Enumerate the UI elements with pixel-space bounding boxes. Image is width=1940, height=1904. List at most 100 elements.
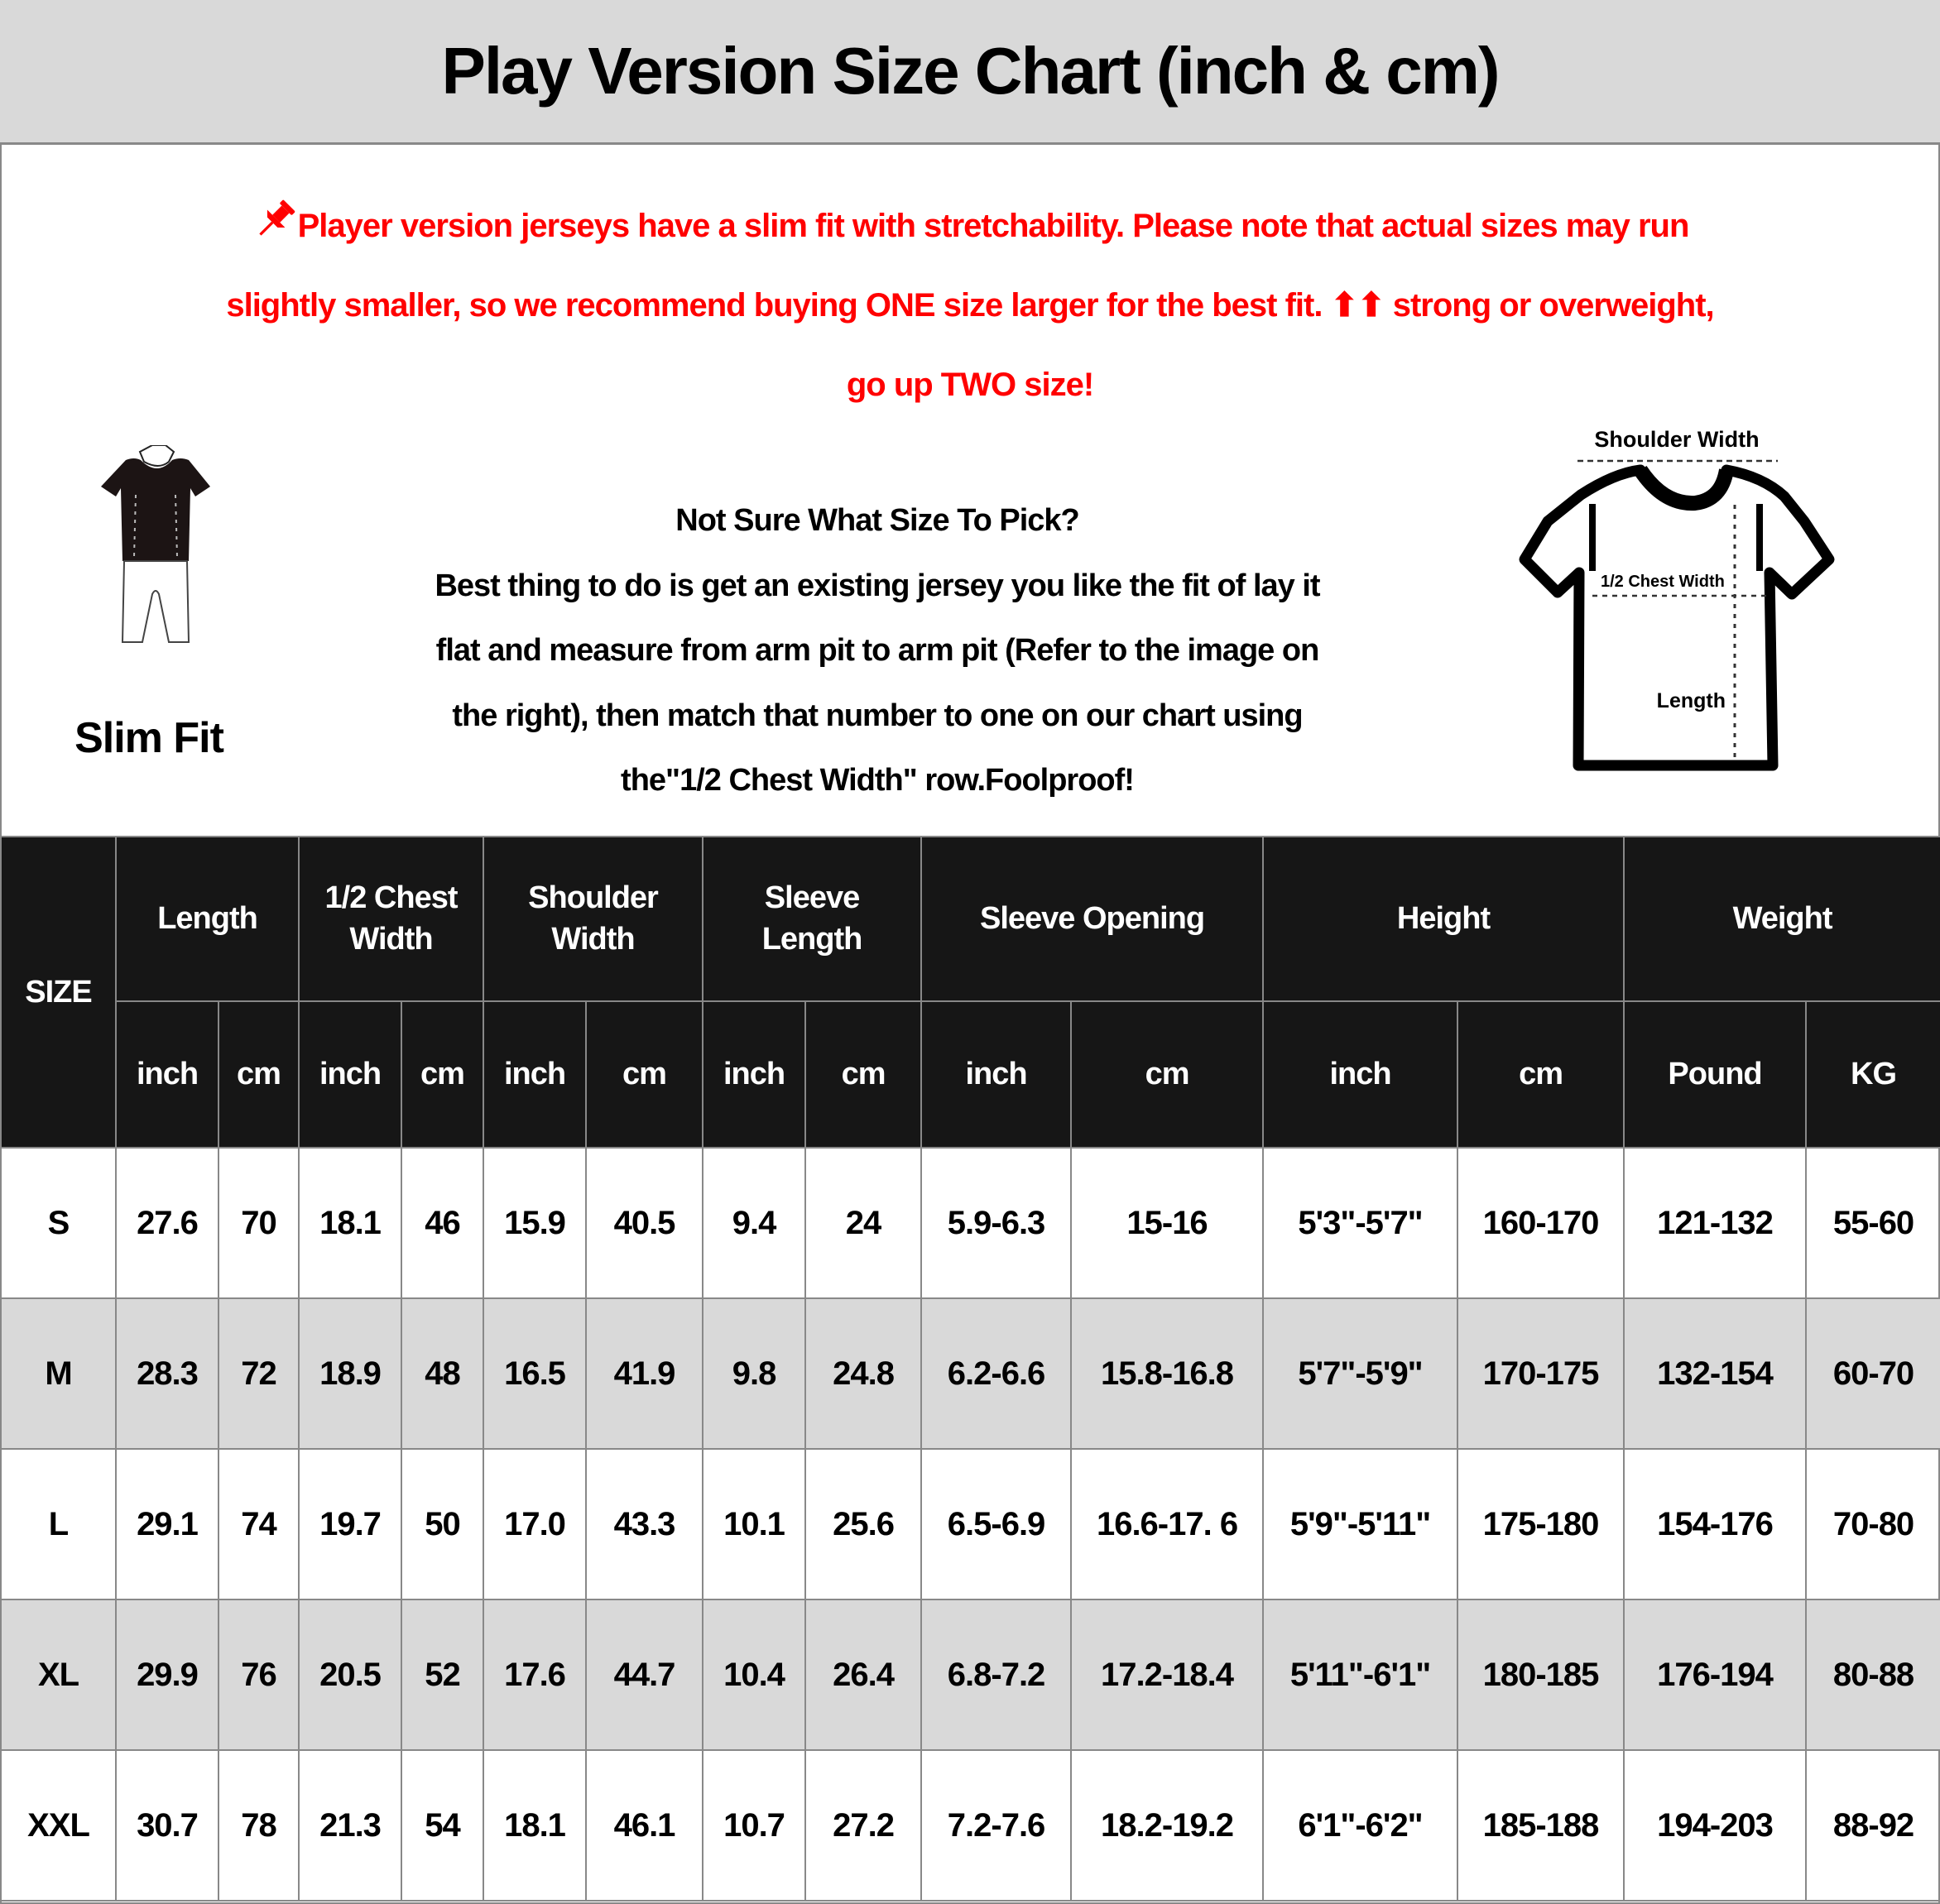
cell-value: 10.7: [723, 1806, 785, 1844]
column-group-header: Sleeve Opening: [920, 836, 1265, 1002]
table-cell: 50: [401, 1448, 485, 1600]
table-cell: 5'3"-5'7": [1262, 1147, 1459, 1299]
notice-line: Player version jerseys have a slim fit w…: [8, 186, 1932, 266]
column-group-header: Weight: [1623, 836, 1940, 1002]
header-line: Width: [300, 919, 483, 960]
table-cell: 26.4: [804, 1599, 923, 1751]
cell-value: 28.3: [137, 1355, 199, 1392]
table-cell: 76: [217, 1599, 300, 1751]
table-cell: 20.5: [298, 1599, 403, 1751]
column-group-label: Height: [1396, 900, 1491, 936]
cell-value: 17.6: [504, 1656, 566, 1693]
cell-value: 18.2-19.2: [1101, 1806, 1234, 1844]
cell-value: 27.2: [833, 1806, 895, 1844]
cell-value: 55-60: [1832, 1204, 1914, 1241]
table-cell: 18.9: [298, 1297, 403, 1450]
slim-fit-text: Slim Fit: [74, 714, 224, 762]
header-row-groups: SIZE Length 1/2 Chest Width Shoulder Width Sle…: [0, 836, 1940, 1149]
unit-label: inch: [965, 1057, 1027, 1091]
unit-label: cm: [1145, 1057, 1190, 1091]
cell-value: 27.6: [137, 1204, 199, 1241]
unit-header: cm: [804, 1000, 923, 1149]
column-group-label: Length: [761, 921, 863, 957]
cell-value: 20.5: [319, 1656, 382, 1693]
table-cell: 170-175: [1457, 1297, 1625, 1450]
table-cell: 15.9: [483, 1147, 588, 1299]
table-cell: 132-154: [1623, 1297, 1808, 1450]
tshirt-measure-icon: Shoulder Width 1/2 Chest Width Length: [1519, 427, 1835, 771]
header-line: Length: [117, 899, 298, 939]
cell-value: 78: [241, 1806, 276, 1844]
unit-header: inch: [115, 1000, 219, 1149]
size-value: XXL: [27, 1806, 90, 1844]
table-cell: 46.1: [585, 1749, 704, 1902]
table-cell: 10.4: [702, 1599, 807, 1751]
cell-value: 15.9: [504, 1204, 566, 1241]
cell-value: 18.9: [319, 1355, 382, 1392]
cell-value: 170-175: [1482, 1355, 1600, 1392]
column-group-header: Sleeve Length: [702, 836, 923, 1002]
table-cell: 88-92: [1805, 1749, 1940, 1902]
table-row: XL 29.9 76 20.5 52 17.6 44.7 10.4 26.4 6.8-7.2 17.…: [0, 1599, 1940, 1751]
table-cell: 9.4: [702, 1147, 807, 1299]
column-group-header: Height: [1262, 836, 1625, 1002]
table-cell: 5'9"-5'11": [1262, 1448, 1459, 1600]
cell-value: 52: [425, 1656, 460, 1693]
size-value: L: [48, 1505, 69, 1542]
table-cell: 43.3: [585, 1448, 704, 1600]
table-cell: 54: [401, 1749, 485, 1902]
table-cell: 24: [804, 1147, 923, 1299]
table-cell: 70-80: [1805, 1448, 1940, 1600]
table-cell: 185-188: [1457, 1749, 1625, 1902]
table-cell: 48: [401, 1297, 485, 1450]
table-cell: 9.8: [702, 1297, 807, 1450]
cell-value: 15-16: [1126, 1204, 1208, 1241]
table-cell: 17.0: [483, 1448, 588, 1600]
unit-label: inch: [1329, 1057, 1391, 1091]
table-cell: 19.7: [298, 1448, 403, 1600]
cell-value: 29.9: [137, 1656, 199, 1693]
pushpin-icon: [258, 199, 295, 236]
table-row: M 28.3 72 18.9 48 16.5 41.9 9.8 24.8 6.2-6.6 15.8-…: [0, 1297, 1940, 1450]
fit-notice: Player version jerseys have a slim fit w…: [8, 186, 1932, 424]
table-cell: 28.3: [115, 1297, 219, 1450]
cell-value: 46.1: [613, 1806, 676, 1844]
table-cell: 27.6: [115, 1147, 219, 1299]
table-cell: 18.2-19.2: [1070, 1749, 1265, 1902]
size-cell: XXL: [0, 1749, 117, 1902]
notice-line: go up TWO size!: [8, 345, 1932, 424]
cell-value: 21.3: [319, 1806, 382, 1844]
table-cell: 80-88: [1805, 1599, 1940, 1751]
table-cell: 180-185: [1457, 1599, 1625, 1751]
notice-line-2: slightly smaller, so we recommend buying…: [226, 287, 1714, 324]
cell-value: 154-176: [1657, 1505, 1774, 1542]
table-cell: 5'11"-6'1": [1262, 1599, 1459, 1751]
size-table: SIZE Length 1/2 Chest Width Shoulder Width Sle…: [0, 836, 1940, 1902]
unit-header: KG: [1805, 1000, 1940, 1149]
cell-value: 194-203: [1657, 1806, 1774, 1844]
sizing-instructions: Not Sure What Size To Pick? Best thing t…: [265, 488, 1490, 813]
unit-header: cm: [585, 1000, 704, 1149]
table-cell: 16.6-17. 6: [1070, 1448, 1265, 1600]
column-group-label: Width: [551, 921, 635, 957]
unit-header: cm: [1457, 1000, 1625, 1149]
size-value: XL: [37, 1656, 79, 1693]
column-group-header: Shoulder Width: [483, 836, 704, 1002]
unit-label: cm: [237, 1057, 281, 1091]
unit-header: inch: [483, 1000, 588, 1149]
header-line: Sleeve: [703, 878, 920, 918]
cell-value: 121-132: [1657, 1204, 1774, 1241]
cell-value: 50: [425, 1505, 460, 1542]
table-cell: 17.6: [483, 1599, 588, 1751]
header-row-units: inch cm inch cm inch cm inch cm inch cm inch cm Poun…: [1, 1000, 1940, 1149]
cell-value: 60-70: [1832, 1355, 1914, 1392]
column-group-label: Sleeve Opening: [979, 900, 1205, 936]
table-cell: 25.6: [804, 1448, 923, 1600]
table-cell: 30.7: [115, 1749, 219, 1902]
cell-value: 18.1: [504, 1806, 566, 1844]
unit-label: inch: [136, 1057, 199, 1091]
cell-value: 43.3: [613, 1505, 676, 1542]
slim-fit-label: Slim Fit: [33, 713, 265, 763]
cell-value: 48: [425, 1355, 460, 1392]
diagram-length-label: Length: [1657, 689, 1726, 712]
